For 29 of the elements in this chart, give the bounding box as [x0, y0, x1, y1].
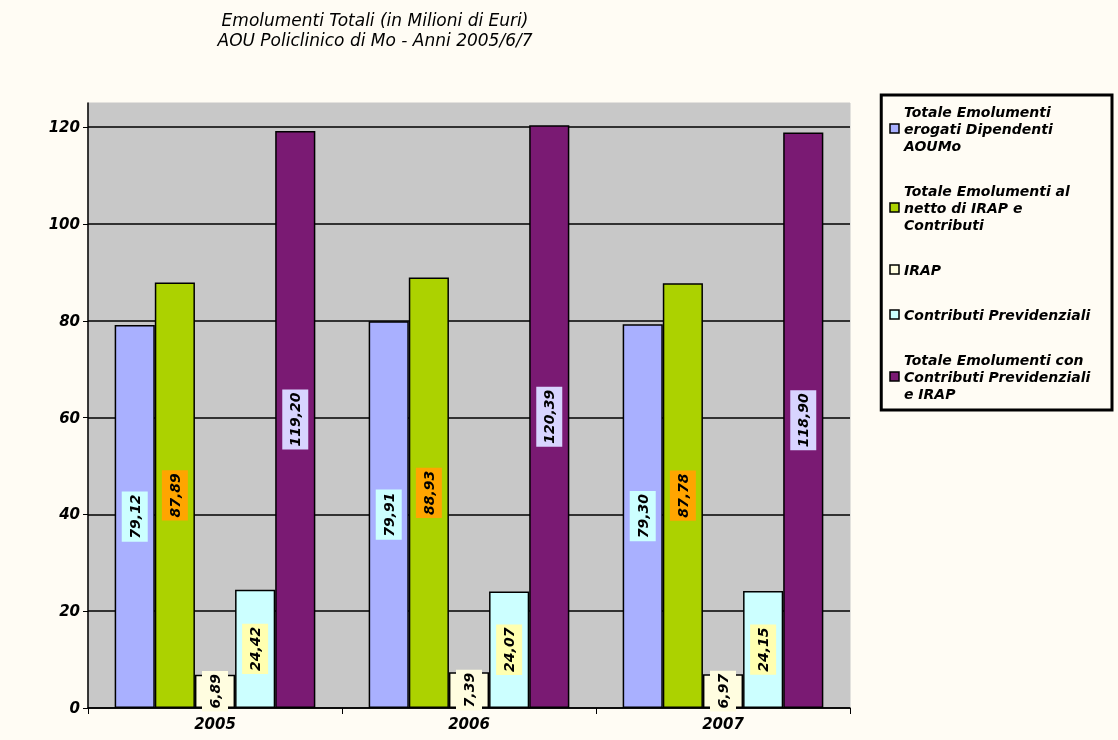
y-tick-label: 60 — [59, 408, 80, 427]
chart-title: Emolumenti Totali (in Milioni di Euri) — [221, 9, 529, 30]
chart-subtitle: AOU Policlinico di Mo - Anni 2005/6/7 — [216, 29, 533, 50]
data-label: 119,20 — [287, 392, 304, 447]
y-tick-label: 20 — [59, 602, 80, 621]
legend-label: Contributi Previdenziali — [904, 306, 1091, 323]
y-tick-label: 40 — [58, 505, 80, 524]
legend-label: Totale Emolumenti erogati Dipendenti AOUMo — [903, 103, 1058, 154]
data-label: 118,90 — [795, 392, 812, 448]
data-label: 24,42 — [247, 626, 264, 672]
data-label: 87,78 — [674, 473, 691, 518]
y-tick-label: 80 — [59, 311, 80, 330]
x-tick-label: 2006 — [448, 714, 490, 733]
data-label: 24,07 — [501, 627, 518, 672]
legend-label: Totale Emolumenti con Contributi Previdenziali e IRAP — [904, 351, 1096, 402]
x-tick-label: 2007 — [702, 714, 745, 733]
data-label: 87,89 — [166, 472, 183, 518]
legend-label: Totale Emolumenti al netto di IRAP e Contributi — [904, 182, 1075, 233]
y-tick-label: 100 — [48, 215, 80, 233]
x-tick-label: 2005 — [194, 714, 236, 733]
data-label: 24,15 — [755, 627, 772, 672]
data-label: 79,12 — [126, 494, 143, 539]
data-label: 120,39 — [541, 389, 558, 444]
data-label: 79,91 — [380, 492, 397, 537]
y-tick-label: 0 — [69, 699, 80, 717]
data-label: 88,93 — [420, 470, 437, 515]
data-label: 79,30 — [634, 493, 651, 539]
legend-label: IRAP — [904, 261, 942, 278]
y-tick-label: 120 — [48, 118, 80, 137]
